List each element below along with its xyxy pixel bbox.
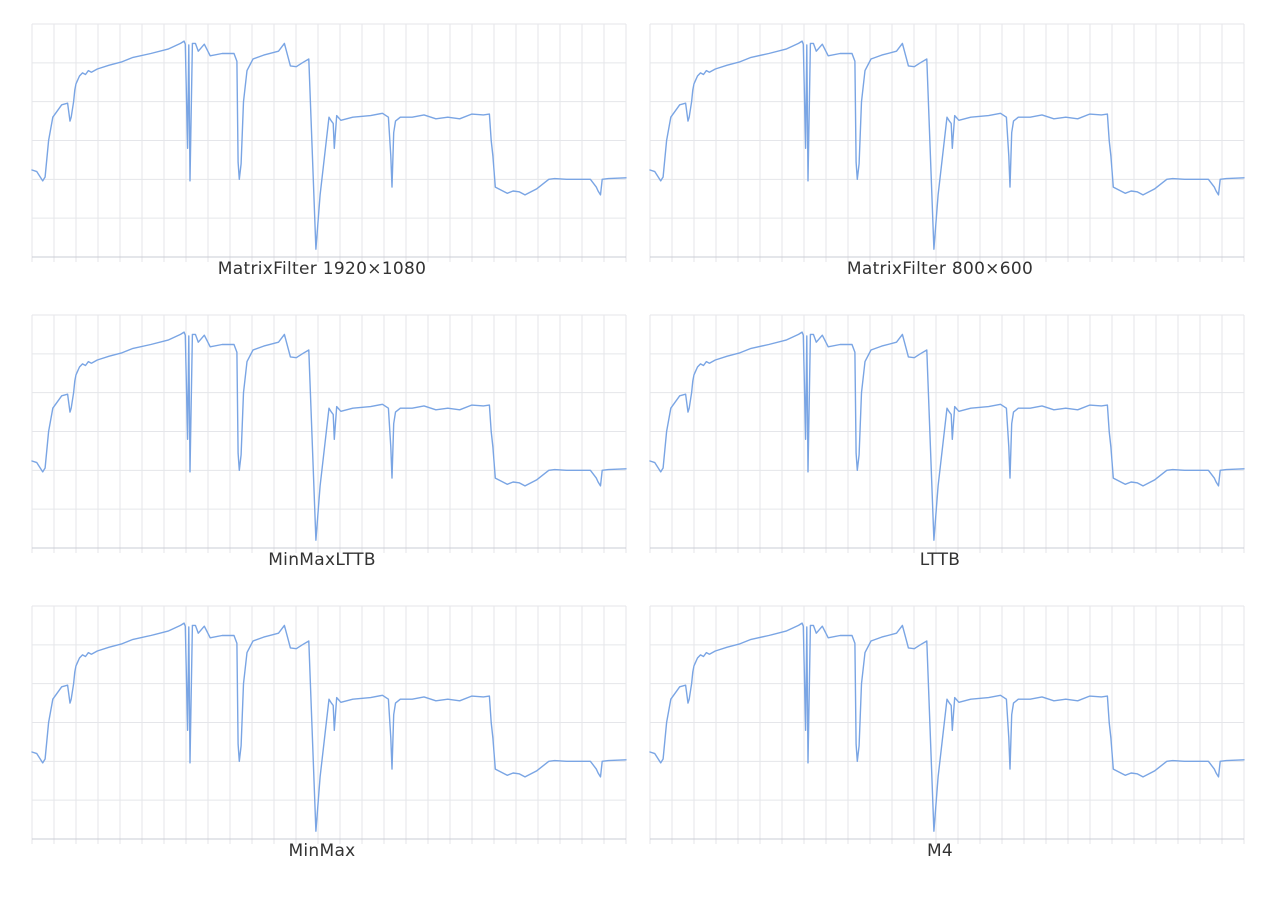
chart-title: MinMaxLTTB (268, 550, 376, 570)
chart-panel: MatrixFilter 1920×1080 (22, 0, 628, 280)
chart-title: LTTB (919, 550, 961, 570)
chart-panel: MinMaxLTTB (22, 291, 628, 571)
line-chart (31, 314, 627, 553)
chart-title: MinMax (288, 841, 356, 861)
chart-title: MatrixFilter 1920×1080 (217, 259, 427, 279)
series-line (649, 331, 1245, 541)
chart-panel: M4 (640, 582, 1246, 862)
chart-panel: MatrixFilter 800×600 (640, 0, 1246, 280)
line-chart (649, 23, 1245, 262)
chart-panel: MinMax (22, 582, 628, 862)
line-chart (649, 314, 1245, 553)
series-line (649, 622, 1245, 832)
line-chart (649, 605, 1245, 844)
series-line (649, 40, 1245, 250)
series-line (31, 40, 627, 250)
chart-panel: LTTB (640, 291, 1246, 571)
series-line (31, 622, 627, 832)
series-line (31, 331, 627, 541)
line-chart (31, 605, 627, 844)
line-chart (31, 23, 627, 262)
chart-title: M4 (926, 841, 954, 861)
chart-title: MatrixFilter 800×600 (846, 259, 1034, 279)
